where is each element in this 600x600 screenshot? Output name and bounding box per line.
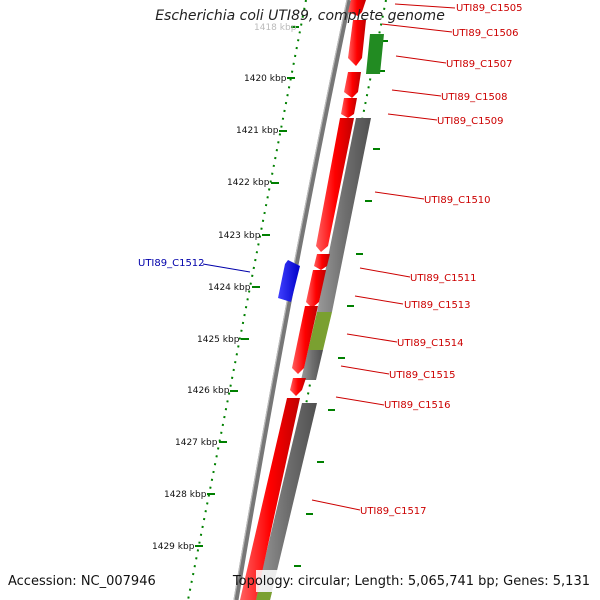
gene-label[interactable]: UTI89_C1509 — [437, 116, 504, 127]
cds-forward — [316, 118, 354, 252]
feature-green — [366, 34, 384, 74]
cds-forward — [314, 254, 330, 270]
cds-forward — [290, 378, 306, 396]
scale-track — [187, 0, 307, 600]
gene-label[interactable]: UTI89_C1516 — [384, 400, 451, 411]
gene-label-selected[interactable]: UTI89_C1512 — [138, 258, 205, 269]
scale-tick-label: 1423 kbp — [218, 231, 261, 241]
accession-text: Accession: NC_007946 — [8, 574, 156, 589]
feature-olive — [256, 592, 272, 600]
genome-summary: Topology: circular; Length: 5,065,741 bp… — [232, 574, 590, 589]
forward-cds-track — [240, 0, 366, 600]
scale-tick-label: 1421 kbp — [236, 126, 279, 136]
cds-forward — [348, 20, 366, 66]
scale-tick-label: 1429 kbp — [152, 542, 195, 552]
gene-label-lines — [202, 3, 456, 511]
scale-tick — [252, 286, 260, 288]
outer-ticks — [294, 40, 388, 567]
scale-tick — [219, 441, 227, 443]
scale-tick-label: 1424 kbp — [208, 283, 251, 293]
scale-tick-label: 1420 kbp — [244, 74, 287, 84]
scale-tick — [287, 77, 295, 79]
gene-label[interactable]: UTI89_C1511 — [410, 273, 477, 284]
feature-grey — [317, 118, 371, 312]
gene-label[interactable]: UTI89_C1508 — [441, 92, 508, 103]
cds-forward — [292, 306, 318, 374]
cds-reverse-uti89-c1512[interactable] — [278, 260, 300, 302]
gene-label[interactable]: UTI89_C1505 — [456, 3, 523, 14]
scale-tick — [195, 545, 203, 547]
scale-tick — [271, 182, 279, 184]
footer-backdrop — [256, 570, 596, 592]
scale-tick-label: 1427 kbp — [175, 438, 218, 448]
gene-labels: UTI89_C1505 UTI89_C1506 UTI89_C1507 UTI8… — [138, 3, 523, 517]
scale-tick — [230, 390, 238, 392]
map-title: Escherichia coli UTI89, complete genome — [155, 8, 445, 24]
scale-tick-label: 1426 kbp — [187, 386, 230, 396]
feature-olive — [308, 312, 332, 350]
cds-forward — [341, 98, 357, 118]
cds-forward — [306, 270, 326, 308]
scale-tick — [262, 234, 270, 236]
gene-label[interactable]: UTI89_C1517 — [360, 506, 427, 517]
gene-label[interactable]: UTI89_C1515 — [389, 370, 456, 381]
gene-label[interactable]: UTI89_C1510 — [424, 195, 491, 206]
gene-label[interactable]: UTI89_C1514 — [397, 338, 464, 349]
scale-tick — [279, 130, 287, 132]
cds-forward — [240, 398, 300, 600]
scale-tick-label: 1428 kbp — [164, 490, 207, 500]
feature-grey — [255, 403, 317, 600]
scale-tick-label: 1425 kbp — [197, 335, 240, 345]
feature-grey — [301, 350, 323, 380]
gene-label[interactable]: UTI89_C1513 — [404, 300, 471, 311]
cds-forward — [344, 72, 361, 98]
footer-backdrop — [4, 570, 152, 592]
scale-tick — [291, 26, 299, 28]
scale-tick — [207, 493, 215, 495]
gene-label[interactable]: UTI89_C1506 — [452, 28, 519, 39]
scale-ticks: 1418 kbp 1420 kbp 1421 kbp 1422 kbp 1423… — [152, 23, 299, 552]
scale-tick — [241, 338, 249, 340]
gene-label[interactable]: UTI89_C1507 — [446, 59, 513, 70]
outer-features — [255, 34, 384, 600]
cds-forward — [348, 0, 366, 16]
scale-tick-label: 1422 kbp — [227, 178, 270, 188]
scale-tick-label: 1418 kbp — [254, 23, 297, 33]
